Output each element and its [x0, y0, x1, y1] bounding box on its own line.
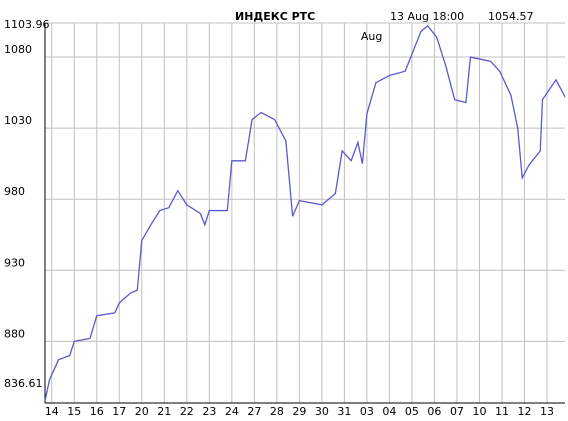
x-tick-label: 04: [382, 405, 396, 418]
x-tick-label: 27: [247, 405, 261, 418]
x-tick-label: 13: [540, 405, 554, 418]
x-tick-label: 03: [360, 405, 374, 418]
x-tick-label: 06: [427, 405, 441, 418]
x-tick-label: 10: [472, 405, 486, 418]
x-tick-label: 21: [157, 405, 171, 418]
y-tick-label: 930: [4, 256, 25, 269]
line: [44, 24, 566, 402]
y-tick-label: 980: [4, 185, 25, 198]
y-tick-label: 1103.96: [4, 18, 50, 31]
x-tick-label: 05: [405, 405, 419, 418]
x-tick-label: 24: [225, 405, 239, 418]
x-tick-label: 15: [67, 405, 81, 418]
x-tick-label: 28: [270, 405, 284, 418]
chart-subtitle: 13 Aug 18:00: [390, 10, 464, 23]
x-tick-label: 20: [135, 405, 149, 418]
x-tick-label: 12: [517, 405, 531, 418]
chart-title: ИНДЕКС РТС: [235, 10, 315, 23]
x-tick-label: 23: [202, 405, 216, 418]
x-tick-label: 07: [450, 405, 464, 418]
x-tick-label: 31: [337, 405, 351, 418]
x-tick-label: 16: [90, 405, 104, 418]
annotation: Aug: [361, 30, 382, 43]
x-tick-label: 22: [180, 405, 194, 418]
y-tick-label: 836.61: [4, 377, 43, 390]
x-tick-label: 17: [112, 405, 126, 418]
x-tick-label: 14: [45, 405, 59, 418]
x-tick-label: 30: [315, 405, 329, 418]
last-value: 1054.57: [488, 10, 534, 23]
y-tick-label: 1080: [4, 43, 32, 56]
x-tick-label: 11: [495, 405, 509, 418]
y-tick-label: 880: [4, 327, 25, 340]
y-tick-label: 1030: [4, 114, 32, 127]
x-tick-label: 29: [292, 405, 306, 418]
